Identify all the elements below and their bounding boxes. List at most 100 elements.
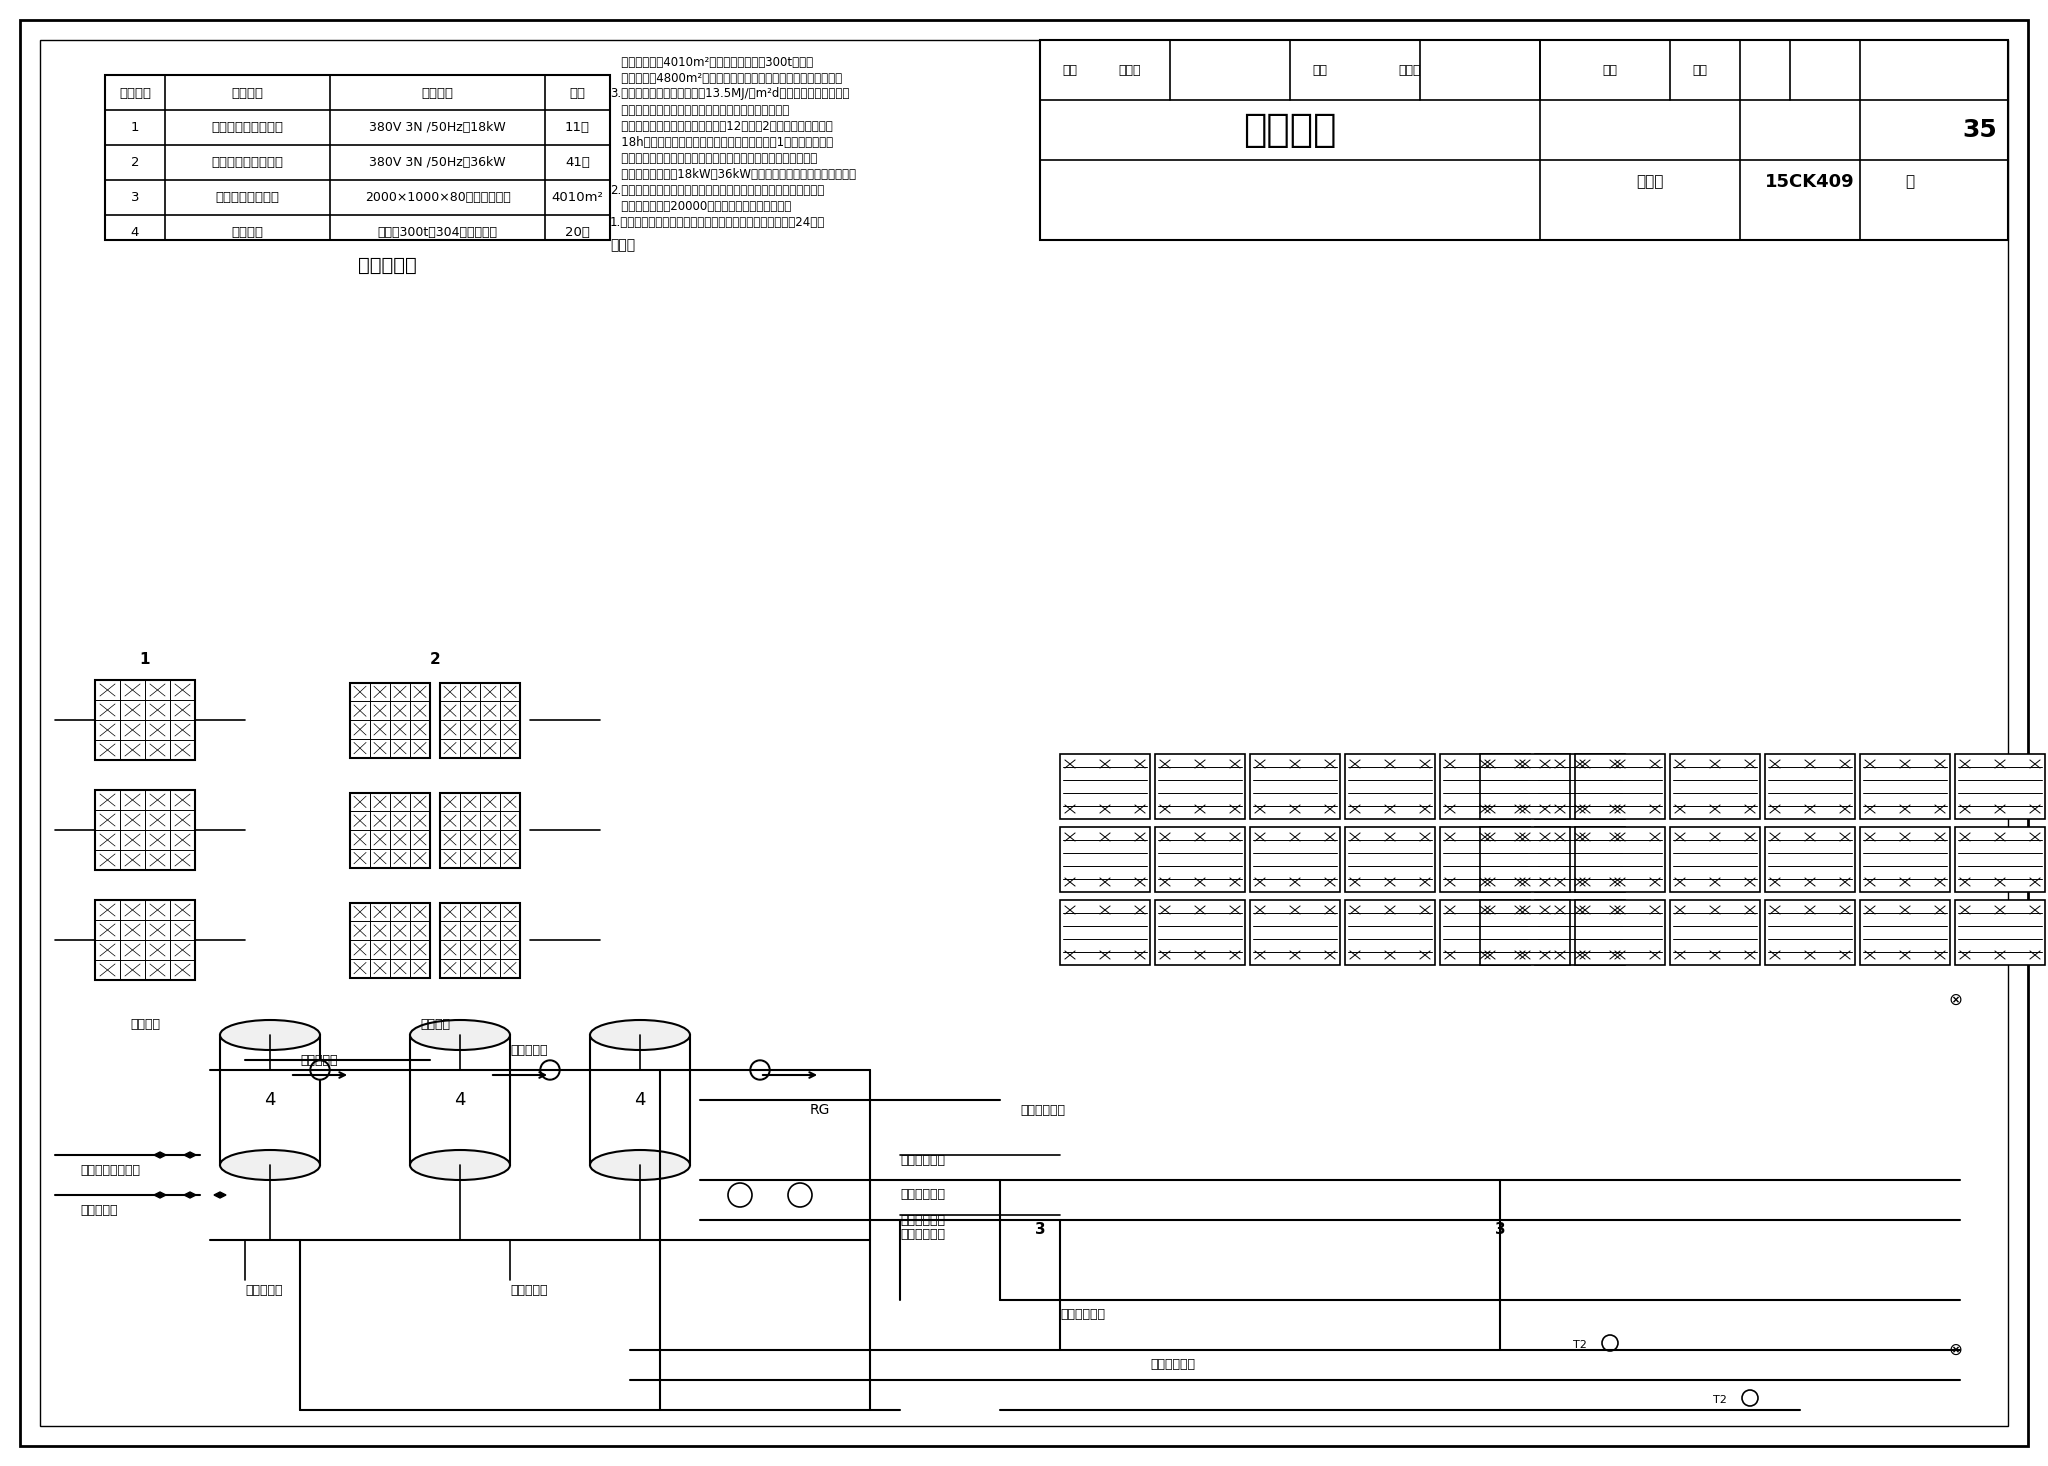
Text: 的需要进行组合，规定空气源热泵热水机组日运行小时数不超过: 的需要进行组合，规定空气源热泵热水机组日运行小时数不超过 [610,151,817,164]
Bar [1346,754,1436,819]
Text: 热泵机组: 热泵机组 [420,1019,451,1032]
Text: 2000×1000×80，钓化玻璃板: 2000×1000×80，钓化玻璃板 [365,191,510,204]
Text: T2: T2 [1573,1340,1587,1350]
Text: 太阳能进水管: 太阳能进水管 [899,1229,944,1242]
Text: 规格型号: 规格型号 [422,86,453,100]
Bar [440,683,520,758]
Bar [1481,900,1571,965]
Bar [1536,754,1624,819]
Bar [1956,754,2046,819]
Text: 35: 35 [1962,117,1997,142]
Circle shape [541,1060,559,1080]
Bar [94,900,195,979]
Bar [1061,827,1151,891]
Bar [1440,827,1530,891]
Text: 3: 3 [1034,1223,1044,1237]
Text: 主要设备表: 主要设备表 [358,255,418,274]
Text: 4: 4 [131,226,139,239]
Text: 王柱小: 王柱小 [1399,63,1421,76]
Text: 总容量300t，304不锈钉内胆: 总容量300t，304不锈钉内胆 [377,226,498,239]
Text: 设计: 设计 [1602,63,1618,76]
Ellipse shape [219,1149,319,1180]
Circle shape [543,1061,557,1078]
Bar [1346,900,1436,965]
Bar [1061,754,1151,819]
Text: 太阳能出水管: 太阳能出水管 [1151,1359,1194,1372]
Text: 热泵机组: 热泵机组 [129,1019,160,1032]
Bar [1956,900,2046,965]
Ellipse shape [590,1020,690,1050]
Text: 1: 1 [139,652,150,667]
Bar [1669,900,1759,965]
Bar [1155,900,1245,965]
Text: 太阳能进水管: 太阳能进水管 [899,1189,944,1202]
Bar [440,793,520,868]
Circle shape [309,1060,330,1080]
Bar [350,683,430,758]
Bar [219,1035,319,1165]
Bar [1575,827,1665,891]
Bar [1536,900,1624,965]
Bar [1860,754,1950,819]
Circle shape [752,1061,768,1078]
Text: 41台: 41台 [565,155,590,169]
Bar [1860,827,1950,891]
Text: 寒假，所以，计算制热量的条件为12月份和2月份两个月的日平均: 寒假，所以，计算制热量的条件为12月份和2月份两个月的日平均 [610,120,834,132]
Bar [1669,754,1759,819]
Bar [1155,827,1245,891]
Text: 2: 2 [430,652,440,667]
Bar [1346,827,1436,891]
Bar [1575,900,1665,965]
Bar [1765,900,1855,965]
Text: 4: 4 [264,1091,276,1108]
Text: 380V 3N /50Hz，36kW: 380V 3N /50Hz，36kW [369,155,506,169]
Text: 4: 4 [635,1091,645,1108]
Text: 太阩能进水管: 太阩能进水管 [899,1154,944,1167]
Bar [1669,827,1759,891]
Bar [1249,900,1339,965]
Text: 热泵出水管: 热泵出水管 [510,1044,547,1057]
Bar [94,790,195,869]
Bar [104,75,610,240]
Text: 生宿舍楼，共计20000多名学生日常的热水需求。: 生宿舍楼，共计20000多名学生日常的热水需求。 [610,199,791,213]
Bar [94,680,195,759]
Text: 太阳能出水管: 太阳能出水管 [899,1214,944,1227]
Text: 审核: 审核 [1063,63,1077,76]
Text: 接回水管网: 接回水管网 [80,1204,117,1217]
Text: 2.空气源热泵热水机组容量配置按满足全部生活热水负荷要求考虑，: 2.空气源热泵热水机组容量配置按满足全部生活热水负荷要求考虑， [610,183,823,196]
Text: 校对: 校对 [1313,63,1327,76]
Bar [350,903,430,978]
Text: 380V 3N /50Hz，18kW: 380V 3N /50Hz，18kW [369,122,506,133]
Circle shape [750,1060,770,1080]
Bar [1249,827,1339,891]
Text: 说明：: 说明： [610,237,635,252]
Bar [1481,754,1571,819]
Bar [1155,754,1245,819]
Text: 接市政自来水管网: 接市政自来水管网 [80,1164,139,1177]
Polygon shape [184,1152,197,1158]
Text: 际安装面积为4010m²。系统每日可提供300t热水。: 际安装面积为4010m²。系统每日可提供300t热水。 [610,56,813,69]
Text: 设备名称: 设备名称 [231,86,264,100]
Text: 太阳能出水管: 太阳能出水管 [1061,1309,1106,1321]
Text: 钟家淞: 钟家淞 [1118,63,1141,76]
Polygon shape [213,1192,225,1198]
Text: 图集号: 图集号 [1636,174,1663,189]
Text: 3: 3 [1495,1223,1505,1237]
Bar [1765,754,1855,819]
Circle shape [311,1061,328,1078]
Text: 20个: 20个 [565,226,590,239]
Text: ⊗: ⊗ [1948,1341,1962,1359]
Text: 空气源热泵热水机组: 空气源热泵热水机组 [211,122,283,133]
Text: 1.本系统为某高校学生宿舍提供生活热水，每天供应全校区24栋学: 1.本系统为某高校学生宿舍提供生活热水，每天供应全校区24栋学 [610,216,825,229]
Text: ⊗: ⊗ [1948,991,1962,1009]
Text: 工程实例: 工程实例 [1243,111,1337,150]
Bar [1249,754,1339,819]
Text: 设备编号: 设备编号 [119,86,152,100]
Text: 选用额定制热量为18kW和36kW两种型号的机组，根据各栋宿舍楼: 选用额定制热量为18kW和36kW两种型号的机组，根据各栋宿舍楼 [610,167,856,180]
Text: 热泵进水管: 热泵进水管 [510,1284,547,1296]
Bar [1440,754,1530,819]
Text: 15CK409: 15CK409 [1765,173,1855,191]
Bar [1575,754,1665,819]
Text: 李红: 李红 [1692,63,1708,76]
Text: 18h，本项目应用场所为学校，冬季最冷月份为1月，此时学校放: 18h，本项目应用场所为学校，冬季最冷月份为1月，此时学校放 [610,135,834,148]
